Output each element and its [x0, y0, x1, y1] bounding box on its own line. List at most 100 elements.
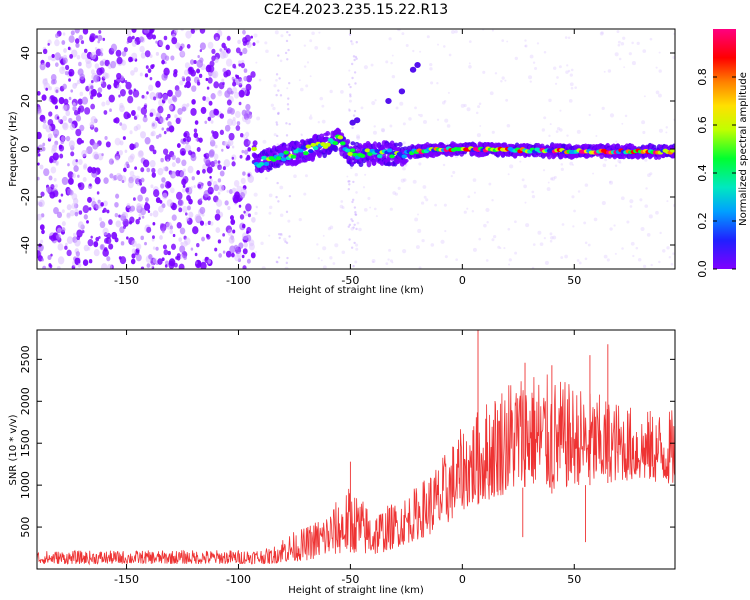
heatmap-cell: [564, 36, 568, 39]
heatmap-cell: [226, 99, 232, 106]
heatmap-cell: [86, 146, 93, 155]
heatmap-cell: [668, 255, 672, 259]
heatmap-cell: [436, 82, 439, 85]
heatmap-cell: [51, 54, 55, 59]
heatmap-cell: [318, 31, 321, 34]
heatmap-cell: [352, 114, 356, 117]
heatmap-cell: [534, 67, 538, 71]
heatmap-cell: [199, 49, 203, 53]
heatmap-cell: [245, 234, 252, 242]
colorbar: 0.0 0.2 0.4 0.6 0.8 Normalized spectral ampl…: [696, 29, 749, 278]
heatmap-cell: [543, 50, 547, 54]
heatmap-cell: [339, 204, 344, 209]
heatmap-cell: [251, 146, 257, 151]
heatmap-cell: [205, 77, 209, 82]
heatmap-cell: [76, 235, 81, 241]
heatmap-cell: [303, 65, 307, 68]
heatmap-cell: [240, 62, 245, 69]
heatmap-cell: [347, 188, 351, 191]
heatmap-cell: [569, 82, 574, 87]
heatmap-cell: [77, 159, 83, 166]
heatmap-cell: [209, 60, 215, 67]
heatmap-cell: [237, 39, 241, 45]
heatmap-cell: [355, 247, 359, 251]
heatmap-cell: [192, 226, 199, 235]
heatmap-cell: [193, 128, 198, 133]
heatmap-cell: [77, 221, 84, 229]
heatmap-cell: [171, 214, 177, 221]
heatmap-cell: [437, 43, 439, 46]
heatmap-cell: [472, 178, 477, 182]
heatmap-cell: [371, 259, 376, 263]
heatmap-cell: [41, 258, 44, 262]
heatmap-cell: [104, 72, 110, 79]
heatmap-cell: [576, 259, 580, 262]
heatmap-cell: [560, 167, 564, 171]
heatmap-cell: [57, 119, 61, 123]
heatmap-cell: [402, 122, 406, 126]
heatmap-cell: [82, 164, 87, 170]
heatmap-cell: [434, 203, 437, 207]
heatmap-cell: [222, 233, 226, 237]
heatmap-cell: [47, 42, 50, 46]
heatmap-cell: [104, 59, 110, 67]
heatmap-cell: [485, 207, 490, 213]
heatmap-cell: [386, 161, 392, 167]
heatmap-cell: [309, 114, 312, 117]
heatmap-cell: [68, 96, 72, 101]
heatmap-cell: [233, 244, 239, 251]
heatmap-cell: [168, 125, 175, 133]
heatmap-cell: [65, 135, 71, 142]
heatmap-cell: [389, 124, 393, 128]
heatmap-cell: [184, 237, 191, 246]
heatmap-cell: [277, 54, 280, 57]
heatmap-cell: [561, 223, 565, 226]
heatmap-cell: [463, 103, 467, 108]
heatmap-cell: [188, 188, 192, 193]
heatmap-cell: [88, 207, 92, 211]
heatmap-cell: [268, 234, 271, 237]
heatmap-cell: [62, 57, 68, 64]
heatmap-cell: [147, 209, 151, 214]
heatmap-cell: [144, 241, 147, 246]
heatmap-cell: [50, 95, 54, 101]
heatmap-cell: [647, 173, 651, 178]
heatmap-cell: [388, 248, 392, 252]
heatmap-cell: [151, 235, 155, 239]
heatmap-cell: [92, 151, 99, 160]
heatmap-cell: [50, 166, 57, 174]
heatmap-cell: [577, 190, 581, 193]
heatmap-cell: [472, 247, 477, 252]
heatmap-cell: [346, 175, 349, 178]
heatmap-cell: [81, 229, 85, 234]
heatmap-cell: [353, 241, 356, 245]
heatmap-cell: [642, 130, 646, 135]
heatmap-cell: [45, 87, 48, 91]
heatmap-cell: [153, 189, 160, 198]
heatmap-cell: [352, 264, 355, 268]
heatmap-cell: [185, 76, 191, 83]
heatmap-cell: [40, 59, 45, 65]
heatmap-cell: [85, 61, 92, 69]
heatmap-cell: [658, 260, 661, 264]
heatmap-cell: [213, 81, 220, 89]
heatmap-cell: [134, 166, 138, 170]
heatmap-cell: [354, 260, 358, 264]
ytick-label: 0: [19, 146, 32, 153]
heatmap-cell: [390, 61, 393, 65]
heatmap-cell: [83, 163, 88, 169]
heatmap-cell: [637, 258, 642, 262]
heatmap-cell: [584, 183, 589, 187]
heatmap-cell: [225, 58, 233, 67]
heatmap-cell: [389, 207, 393, 211]
heatmap-cell: [44, 77, 48, 82]
heatmap-cell: [215, 199, 223, 207]
heatmap-cell: [234, 253, 241, 262]
heatmap-cell: [42, 265, 47, 269]
heatmap-cell: [221, 148, 224, 152]
heatmap-cell: [206, 86, 210, 90]
heatmap-cell: [232, 79, 236, 83]
heatmap-cell: [181, 76, 185, 81]
heatmap-cell: [354, 211, 357, 214]
heatmap-cell: [126, 203, 131, 209]
